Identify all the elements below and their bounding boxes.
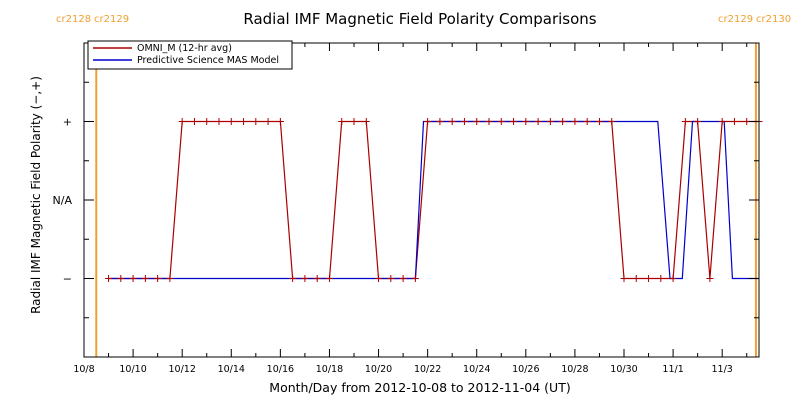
- omni-point-52: [730, 118, 738, 125]
- omni-point-51: [718, 118, 726, 125]
- x-tick-label-3: 10/12: [168, 364, 195, 375]
- omni-point-41: [595, 118, 603, 125]
- omni-point-3: [129, 275, 137, 282]
- x-tick-label-8: 10/22: [414, 364, 441, 375]
- omni-point-49: [694, 118, 702, 125]
- omni-point-29: [448, 118, 456, 125]
- omni-point-33: [497, 118, 505, 125]
- omni-point-26: [411, 275, 419, 282]
- omni-point-4: [141, 275, 149, 282]
- x-tick-label-14: 11/3: [712, 364, 733, 375]
- y-tick-label-1: +: [63, 116, 72, 129]
- x-axis-label: Month/Day from 2012-10-08 to 2012-11-04 …: [269, 380, 570, 395]
- omni-point-31: [473, 118, 481, 125]
- omni-point-30: [460, 118, 468, 125]
- chart-title: Radial IMF Magnetic Field Polarity Compa…: [243, 10, 596, 28]
- omni-point-39: [571, 118, 579, 125]
- omni-point-14: [264, 118, 272, 125]
- omni-point-10: [215, 118, 223, 125]
- omni-point-42: [608, 118, 616, 125]
- omni-point-28: [436, 118, 444, 125]
- omni-point-37: [546, 118, 554, 125]
- carrington-label-2-left: cr2129: [718, 14, 753, 25]
- carrington-label-2-right: cr2130: [756, 14, 791, 25]
- omni-point-16: [289, 275, 297, 282]
- x-tick-label-7: 10/20: [365, 364, 392, 375]
- omni-point-24: [387, 275, 395, 282]
- omni-point-47: [669, 275, 677, 282]
- omni-point-15: [276, 118, 284, 125]
- legend: OMNI_M (12-hr avg) Predictive Science MA…: [87, 40, 293, 70]
- legend-box: [87, 40, 293, 70]
- x-tick-label-4: 10/14: [218, 364, 245, 375]
- omni-point-48: [681, 118, 689, 125]
- y-axis-label: Radial IMF Magnetic Field Polarity (−,+): [29, 76, 43, 314]
- omni-point-6: [166, 275, 174, 282]
- omni-point-5: [154, 275, 162, 282]
- omni-point-17: [301, 275, 309, 282]
- omni-point-23: [375, 275, 383, 282]
- legend-label-mas: Predictive Science MAS Model: [137, 55, 279, 66]
- x-tick-label-12: 10/30: [610, 364, 637, 375]
- omni-point-45: [645, 275, 653, 282]
- x-tick-label-11: 10/28: [561, 364, 588, 375]
- omni-point-35: [522, 118, 530, 125]
- axes: 10/8 10/10 10/12 10/14 10/16 10/18 10/20 10/22 1…: [53, 42, 760, 375]
- x-tick-label-6: 10/18: [316, 364, 343, 375]
- omni-point-38: [559, 118, 567, 125]
- omni-point-40: [583, 118, 591, 125]
- x-tick-label-13: 11/1: [662, 364, 683, 375]
- omni-point-32: [485, 118, 493, 125]
- omni-point-7: [178, 118, 186, 125]
- omni-point-19: [325, 275, 333, 282]
- omni-point-34: [510, 118, 518, 125]
- omni-point-27: [424, 118, 432, 125]
- carrington-label-1-right: cr2129: [94, 14, 129, 25]
- omni-point-50: [706, 275, 714, 282]
- omni-point-9: [203, 118, 211, 125]
- omni-point-25: [399, 275, 407, 282]
- omni-point-2: [117, 275, 125, 282]
- omni-point-12: [240, 118, 248, 125]
- omni-point-36: [534, 118, 542, 125]
- omni-point-44: [632, 275, 640, 282]
- omni-point-46: [657, 275, 665, 282]
- omni-point-21: [350, 118, 358, 125]
- x-tick-label-2: 10/10: [119, 364, 146, 375]
- omni-point-13: [252, 118, 260, 125]
- omni-point-8: [190, 118, 198, 125]
- omni-point-22: [362, 118, 370, 125]
- x-tick-label-9: 10/24: [463, 364, 490, 375]
- omni-point-18: [313, 275, 321, 282]
- x-tick-label-10: 10/26: [512, 364, 539, 375]
- omni-point-11: [227, 118, 235, 125]
- x-tick-label-5: 10/16: [267, 364, 294, 375]
- y-tick-label-3: −: [63, 273, 72, 286]
- omni-point-1: [105, 275, 113, 282]
- x-tick-label-1: 10/8: [73, 364, 94, 375]
- legend-label-omni: OMNI_M (12-hr avg): [137, 43, 232, 54]
- carrington-label-1-left: cr2128: [56, 14, 91, 25]
- omni-point-20: [338, 118, 346, 125]
- y-tick-label-2: N/A: [53, 194, 73, 207]
- omni-point-43: [620, 275, 628, 282]
